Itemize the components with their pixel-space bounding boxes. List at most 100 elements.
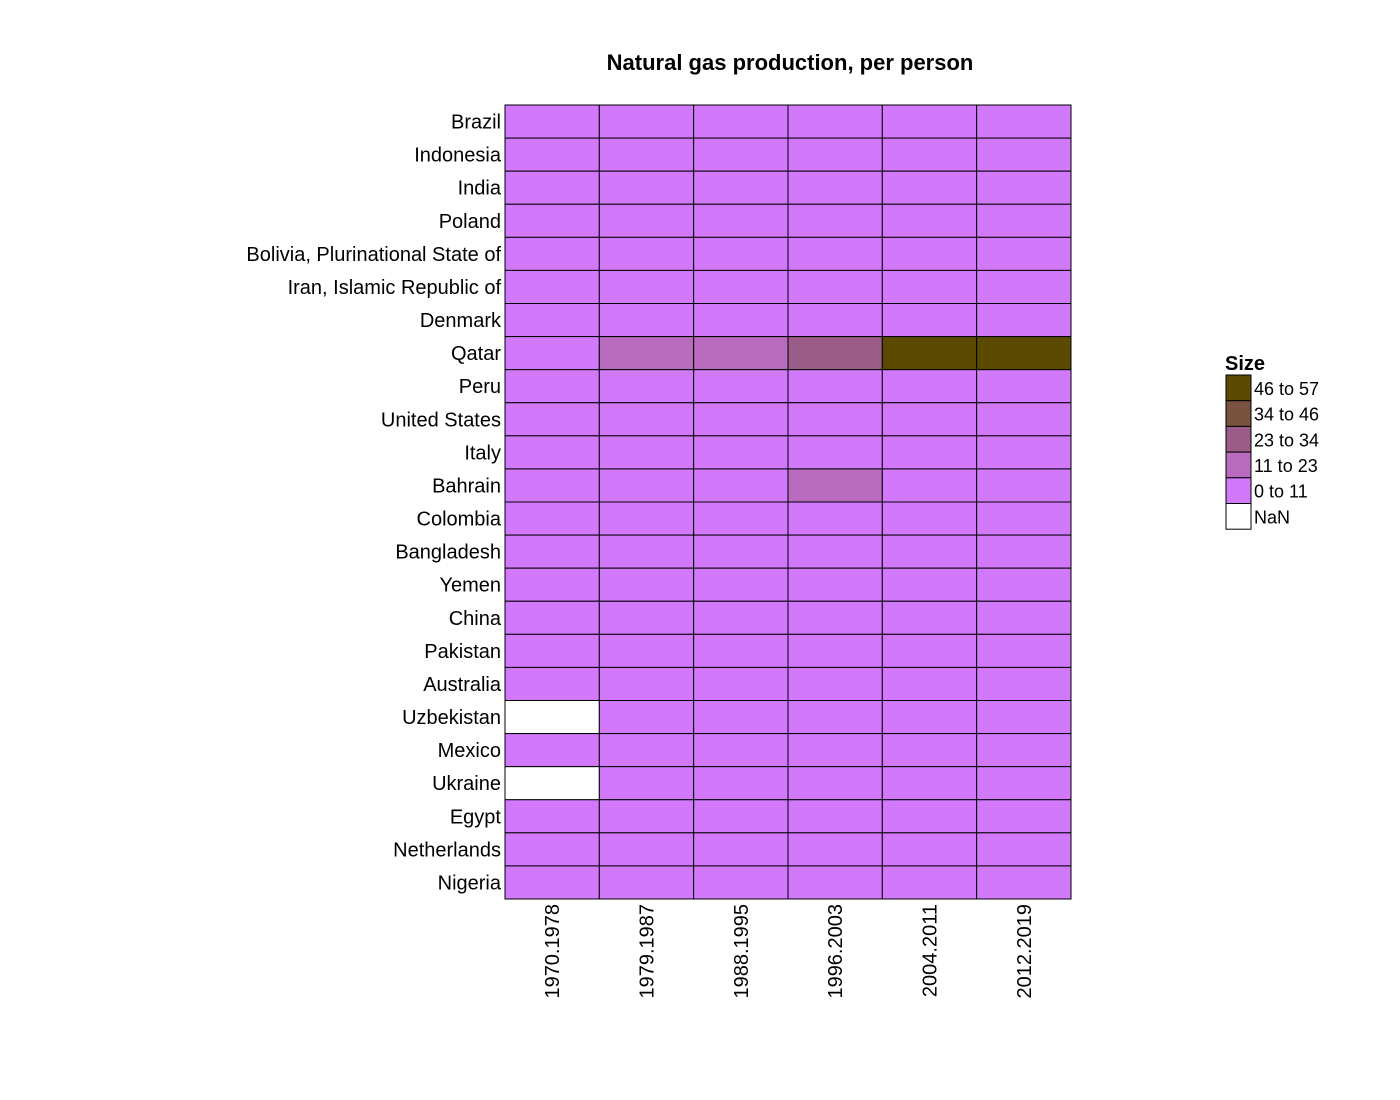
column-labels: 1970.1978 1979.1987 1988.1995 1996.2003 2004… (542, 904, 1036, 999)
heatmap-cell (693, 402, 789, 437)
column-label: 1970.1978 (542, 904, 564, 999)
heatmap-cell (881, 402, 978, 437)
heatmap-cell (976, 137, 1072, 172)
heatmap-cell (976, 468, 1072, 503)
heatmap-cell (693, 369, 789, 404)
heatmap-cell (504, 435, 600, 470)
heatmap-cell (976, 832, 1072, 867)
legend-label: 11 to 23 (1254, 456, 1318, 476)
heatmap-cell (976, 700, 1072, 735)
legend-swatch (1225, 425, 1252, 453)
heatmap-cell (504, 534, 600, 569)
heatmap-cell (787, 600, 883, 635)
heatmap-cell (881, 236, 978, 271)
heatmap-cell (598, 865, 695, 900)
heatmap-cell (787, 269, 883, 304)
heatmap-cell (881, 501, 978, 536)
heatmap-cell (881, 369, 978, 404)
heatmap-cell (881, 832, 978, 867)
heatmap-cell (787, 832, 883, 867)
row-label: Pakistan (424, 641, 501, 663)
row-label: Egypt (450, 806, 502, 828)
row-label: United States (381, 409, 501, 431)
row-label: Italy (464, 442, 501, 464)
row-label: India (458, 178, 502, 200)
heatmap-cell (598, 170, 695, 205)
heatmap-cell (881, 203, 978, 238)
heatmap-cell (976, 567, 1072, 602)
heatmap-cell (598, 435, 695, 470)
heatmap-cell (693, 203, 789, 238)
heatmap-cell (504, 137, 600, 172)
heatmap-cell (787, 236, 883, 271)
heatmap-cell (598, 236, 695, 271)
row-label: Bolivia, Plurinational State of (246, 244, 501, 266)
heatmap-cell (504, 799, 600, 834)
heatmap-cell (693, 336, 789, 371)
row-label: Mexico (438, 740, 501, 762)
heatmap-cell (598, 501, 695, 536)
heatmap-cell (976, 402, 1072, 437)
row-labels: Brazil Indonesia India Poland Bolivia, Pluri… (246, 112, 502, 895)
heatmap-cell (787, 633, 883, 668)
heatmap-cell (787, 402, 883, 437)
heatmap-cell (976, 799, 1072, 834)
heatmap-cell (504, 865, 600, 900)
heatmap-cell (787, 766, 883, 801)
heatmap-cell (787, 567, 883, 602)
row-label: Denmark (420, 310, 502, 332)
heatmap-cell (598, 303, 695, 338)
row-label: Australia (423, 674, 502, 696)
heatmap-cell (787, 468, 883, 503)
heatmap-cell (598, 104, 695, 139)
heatmap-cell (976, 236, 1072, 271)
legend-swatch (1225, 451, 1252, 479)
heatmap-cell (598, 137, 695, 172)
heatmap-cell (693, 303, 789, 338)
legend-swatch (1225, 503, 1252, 530)
heatmap-cell (787, 104, 883, 139)
heatmap-cell (693, 666, 789, 702)
heatmap-cell (693, 236, 789, 271)
heatmap-cell (693, 468, 789, 503)
heatmap-cell (976, 269, 1072, 304)
heatmap-cell (693, 104, 789, 139)
heatmap-cell (693, 435, 789, 470)
heatmap-cell (693, 534, 789, 569)
column-label: 2012.2019 (1014, 904, 1036, 999)
heatmap-cell (976, 104, 1072, 139)
heatmap-cell (881, 865, 978, 900)
row-label: Ukraine (432, 773, 501, 795)
heatmap-cell (693, 832, 789, 867)
heatmap-cell (504, 567, 600, 602)
heatmap-cell (598, 534, 695, 569)
heatmap-cell (598, 402, 695, 437)
row-label: Uzbekistan (402, 707, 501, 729)
heatmap-cell (881, 799, 978, 834)
heatmap-cell (881, 170, 978, 205)
heatmap-cell (787, 700, 883, 735)
legend-label: 34 to 46 (1254, 405, 1319, 425)
heatmap-cell (976, 203, 1072, 238)
legend-swatch (1225, 477, 1252, 504)
row-label: Colombia (417, 509, 502, 531)
heatmap-cell (693, 733, 789, 768)
heatmap-cell (787, 534, 883, 569)
row-label: Yemen (439, 575, 501, 597)
heatmap-cell (881, 303, 978, 338)
heatmap-cell (976, 766, 1072, 801)
legend-label: 46 to 57 (1254, 379, 1319, 399)
heatmap-cell (787, 865, 883, 900)
heatmap-cell (598, 633, 695, 668)
heatmap-cell (976, 303, 1072, 338)
row-label: Brazil (451, 112, 501, 134)
heatmap-cell (881, 435, 978, 470)
heatmap-cell (787, 435, 883, 470)
heatmap-cell (598, 203, 695, 238)
heatmap-cell (504, 700, 600, 735)
heatmap-cell (976, 733, 1072, 768)
heatmap-cell (976, 666, 1072, 702)
heatmap-cell (693, 766, 789, 801)
heatmap-cell (693, 567, 789, 602)
row-label: Netherlands (393, 839, 501, 861)
